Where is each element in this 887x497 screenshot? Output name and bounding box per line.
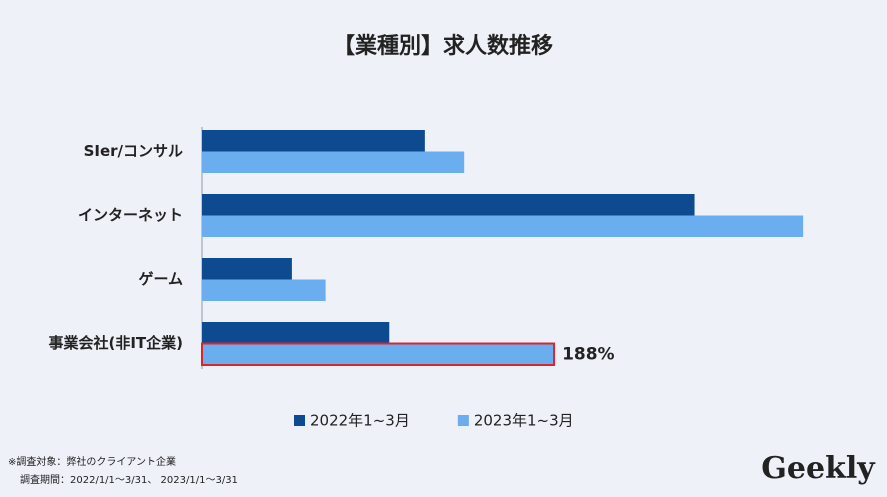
bar xyxy=(202,279,326,301)
bar xyxy=(202,215,804,237)
category-label: インターネット xyxy=(78,206,183,224)
legend-label: 2023年1~3月 xyxy=(474,412,574,430)
logo: Geekly xyxy=(761,451,876,486)
note: 調査期間：2022/1/1～3/31、 2023/1/1～3/31 xyxy=(20,473,238,486)
bar xyxy=(202,151,465,173)
chart-title: 【業種別】求人数推移 xyxy=(333,33,553,59)
note: ※調査対象：弊社のクライアント企業 xyxy=(8,455,176,468)
category-label: SIer/コンサル xyxy=(84,142,183,160)
bar xyxy=(202,258,292,280)
bar xyxy=(202,130,425,152)
category-label: 事業会社(非IT企業) xyxy=(48,334,183,352)
legend-swatch xyxy=(294,415,305,426)
bar xyxy=(201,342,556,366)
value-label: 188% xyxy=(562,344,615,364)
category-label: ゲーム xyxy=(138,270,183,288)
bar xyxy=(202,322,390,344)
legend-swatch xyxy=(457,415,469,426)
bar xyxy=(202,194,695,216)
legend-label: 2022年1~3月 xyxy=(310,412,410,430)
